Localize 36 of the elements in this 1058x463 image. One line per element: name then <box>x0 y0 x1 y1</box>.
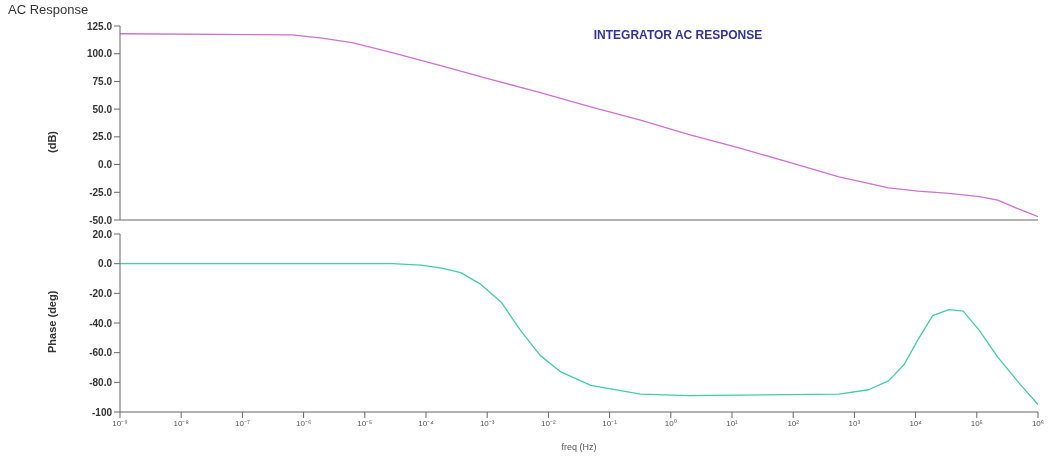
y-tick-label: -25.0 <box>89 186 113 198</box>
x-tick-label: 10⁻⁴ <box>418 418 435 428</box>
x-tick-label: 10⁻⁷ <box>235 418 250 428</box>
x-tick-label: 10⁰ <box>664 418 677 428</box>
x-tick-label: 10⁻⁶ <box>296 418 312 428</box>
y-tick-label: 25.0 <box>92 131 113 143</box>
x-tick-label: 10² <box>787 418 800 428</box>
y-tick-label: -50.0 <box>89 214 113 226</box>
y-tick-label: -100 <box>91 406 113 418</box>
y-tick-label: 20.0 <box>92 228 113 240</box>
x-tick-label: 10⁵ <box>970 418 983 428</box>
y-tick-label: -40.0 <box>89 317 113 329</box>
x-axis-title: freq (Hz) <box>561 442 597 452</box>
x-tick-label: 10⁻¹ <box>602 418 618 428</box>
x-tick-label: 10⁻⁹ <box>112 418 128 428</box>
y-tick-label: -80.0 <box>89 376 113 388</box>
y-tick-label: -20.0 <box>89 287 113 299</box>
y-tick-label: 100.0 <box>86 48 113 60</box>
x-tick-label: 10³ <box>848 418 861 428</box>
y-tick-label: 0.0 <box>98 159 113 171</box>
x-tick-label: 10¹ <box>726 418 739 428</box>
y-tick-label: 50.0 <box>92 103 113 115</box>
chart-title: AC Response <box>8 2 90 18</box>
x-tick-label: 10⁻³ <box>479 418 495 428</box>
x-tick-label: 10⁴ <box>909 418 923 428</box>
x-tick-label: 10⁶ <box>1031 418 1045 428</box>
x-tick-label: 10⁻⁵ <box>357 418 373 428</box>
y-axis-title: (dB) <box>45 130 58 153</box>
y-tick-label: 75.0 <box>92 75 113 87</box>
y-tick-label: -60.0 <box>89 347 113 359</box>
x-tick-label: 10⁻⁸ <box>173 418 189 428</box>
x-tick-label: 10⁻² <box>541 418 557 428</box>
y-axis-title: Phase (deg) <box>45 290 58 353</box>
annotation: INTEGRATOR AC RESPONSE <box>592 28 764 42</box>
y-tick-label: 0.0 <box>98 258 113 270</box>
y-tick-label: 125.0 <box>86 20 113 32</box>
